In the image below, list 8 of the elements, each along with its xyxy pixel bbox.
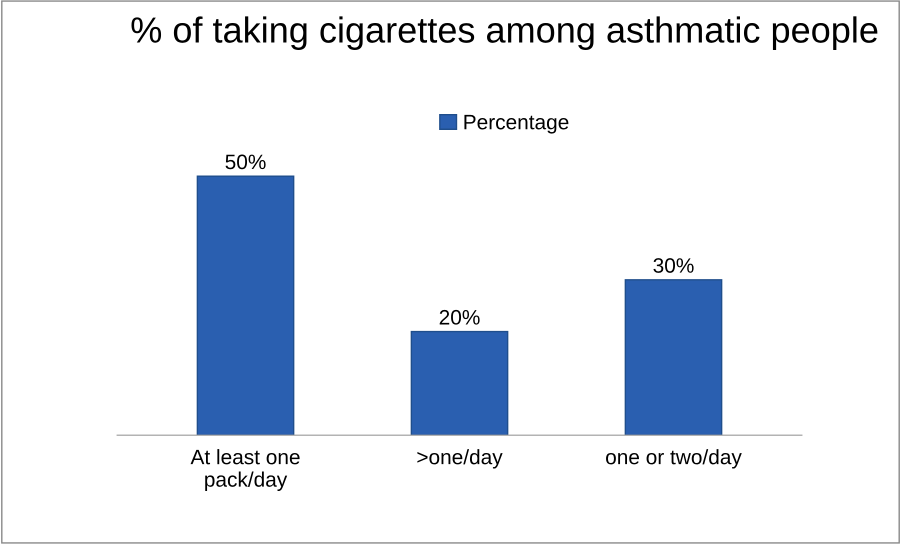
data-label: 30%	[653, 258, 694, 273]
chart-title: % of taking cigarettes among asthmatic people	[132, 16, 878, 50]
x-tick-label: one or two/day	[606, 449, 742, 469]
legend-label: Percentage	[464, 114, 568, 134]
data-label: 20%	[440, 310, 480, 325]
x-tick-label: At least one pack/day	[190, 449, 300, 491]
x-tick-label: >one/day	[417, 449, 503, 469]
data-label: 50%	[226, 154, 266, 170]
